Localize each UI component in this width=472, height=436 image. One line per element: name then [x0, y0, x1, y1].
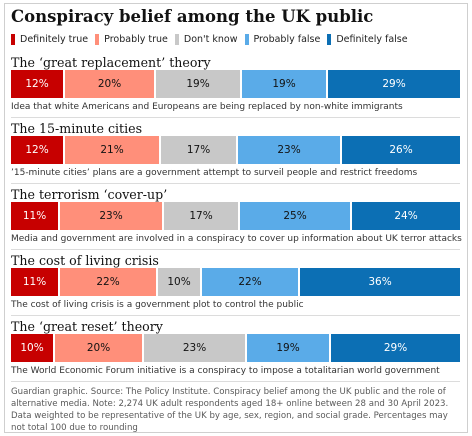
bar-segment: 26%: [342, 136, 460, 164]
legend-swatch: [174, 34, 179, 45]
row-divider: [11, 315, 460, 316]
bar-segment: 19%: [156, 70, 242, 98]
data-label: 11%: [22, 210, 47, 222]
legend-label: Probably true: [104, 34, 168, 45]
data-label: 20%: [86, 342, 111, 354]
data-label: 11%: [22, 276, 47, 288]
data-label: 12%: [25, 144, 49, 156]
legend-label: Probably false: [253, 34, 321, 45]
bar-segment: 17%: [161, 136, 238, 164]
data-label: 22%: [96, 276, 120, 288]
data-label: 23%: [99, 210, 123, 222]
bar-segment: 29%: [331, 334, 460, 362]
data-label: 26%: [389, 144, 413, 156]
data-label: 17%: [186, 144, 211, 156]
row-description: Idea that white Americans and Europeans …: [11, 102, 403, 112]
stacked-bar: 10% 20% 23% 19% 29%: [11, 334, 460, 362]
row-description: Media and government are involved in a c…: [11, 234, 462, 244]
row-divider: [11, 117, 460, 118]
legend-label: Definitely false: [336, 34, 408, 45]
bar-segment: 17%: [164, 202, 240, 230]
bar-segment: 19%: [242, 70, 328, 98]
chart-title: Conspiracy belief among the UK public: [11, 7, 374, 26]
legend-label: Don't know: [183, 34, 238, 45]
bar-segment: 20%: [65, 70, 156, 98]
stacked-bar: 11% 23% 17% 25% 24%: [11, 202, 460, 230]
row-title: The cost of living crisis: [11, 253, 159, 268]
legend-swatch: [11, 34, 15, 45]
stacked-bar: 11% 22% 10% 22% 36%: [11, 268, 460, 296]
row-description: The cost of living crisis is a governmen…: [11, 300, 304, 310]
bar-segment: 12%: [11, 136, 65, 164]
data-label: 21%: [100, 144, 124, 156]
bar-segment: 23%: [144, 334, 247, 362]
data-label: 10%: [167, 276, 191, 288]
data-label: 29%: [382, 78, 406, 90]
legend-item: Definitely true: [11, 34, 88, 45]
bar-segment: 23%: [60, 202, 164, 230]
data-label: 29%: [383, 342, 408, 354]
data-label: 19%: [276, 342, 300, 354]
legend-item: Probably true: [95, 34, 168, 45]
bar-segment: 11%: [11, 268, 60, 296]
row-title: The terrorism ‘cover-up’: [11, 187, 168, 202]
bar-segment: 21%: [65, 136, 161, 164]
data-label: 24%: [394, 210, 418, 222]
data-label: 19%: [186, 78, 210, 90]
stacked-bar: 12% 20% 19% 19% 29%: [11, 70, 460, 98]
data-label: 20%: [97, 78, 122, 90]
bar-segment: 22%: [60, 268, 158, 296]
data-label: 25%: [283, 210, 307, 222]
bar-segment: 12%: [11, 70, 65, 98]
bar-segment: 25%: [240, 202, 352, 230]
row-title: The 15-minute cities: [11, 121, 143, 136]
row-divider: [11, 183, 460, 184]
source-note: Guardian graphic. Source: The Policy Ins…: [11, 387, 449, 433]
data-label: 23%: [182, 342, 207, 354]
row-title: The ‘great replacement’ theory: [11, 55, 211, 70]
row-divider: [11, 381, 460, 382]
bar-segment: 29%: [328, 70, 460, 98]
data-label: 23%: [277, 144, 301, 156]
legend-swatch: [95, 34, 100, 45]
legend-item: Don't know: [174, 34, 238, 45]
row-description: ’15-minute cities’ plans are a governmen…: [11, 168, 418, 178]
chart-legend: Definitely true Probably true Don't know Pr…: [11, 34, 415, 45]
bar-segment: 36%: [300, 268, 460, 296]
data-label: 36%: [368, 276, 392, 288]
data-label: 22%: [238, 276, 262, 288]
stacked-bar: 12% 21% 17% 23% 26%: [11, 136, 460, 164]
bar-segment: 24%: [352, 202, 460, 230]
legend-item: Probably false: [244, 34, 321, 45]
bar-segment: 10%: [158, 268, 202, 296]
chart-frame: [4, 3, 468, 433]
row-description: The World Economic Forum initiative is a…: [11, 366, 440, 376]
legend-item: Definitely false: [327, 34, 408, 45]
data-label: 12%: [25, 78, 49, 90]
data-label: 10%: [20, 342, 44, 354]
row-divider: [11, 249, 460, 250]
data-label: 17%: [189, 210, 213, 222]
row-title: The ‘great reset’ theory: [11, 319, 163, 334]
legend-swatch: [327, 34, 332, 45]
data-label: 19%: [272, 78, 296, 90]
legend-label: Definitely true: [20, 34, 89, 45]
bar-segment: 10%: [11, 334, 55, 362]
bar-segment: 22%: [202, 268, 300, 296]
bar-segment: 11%: [11, 202, 60, 230]
bar-segment: 19%: [247, 334, 331, 362]
bar-segment: 23%: [238, 136, 342, 164]
legend-swatch: [244, 34, 249, 45]
bar-segment: 20%: [55, 334, 144, 362]
